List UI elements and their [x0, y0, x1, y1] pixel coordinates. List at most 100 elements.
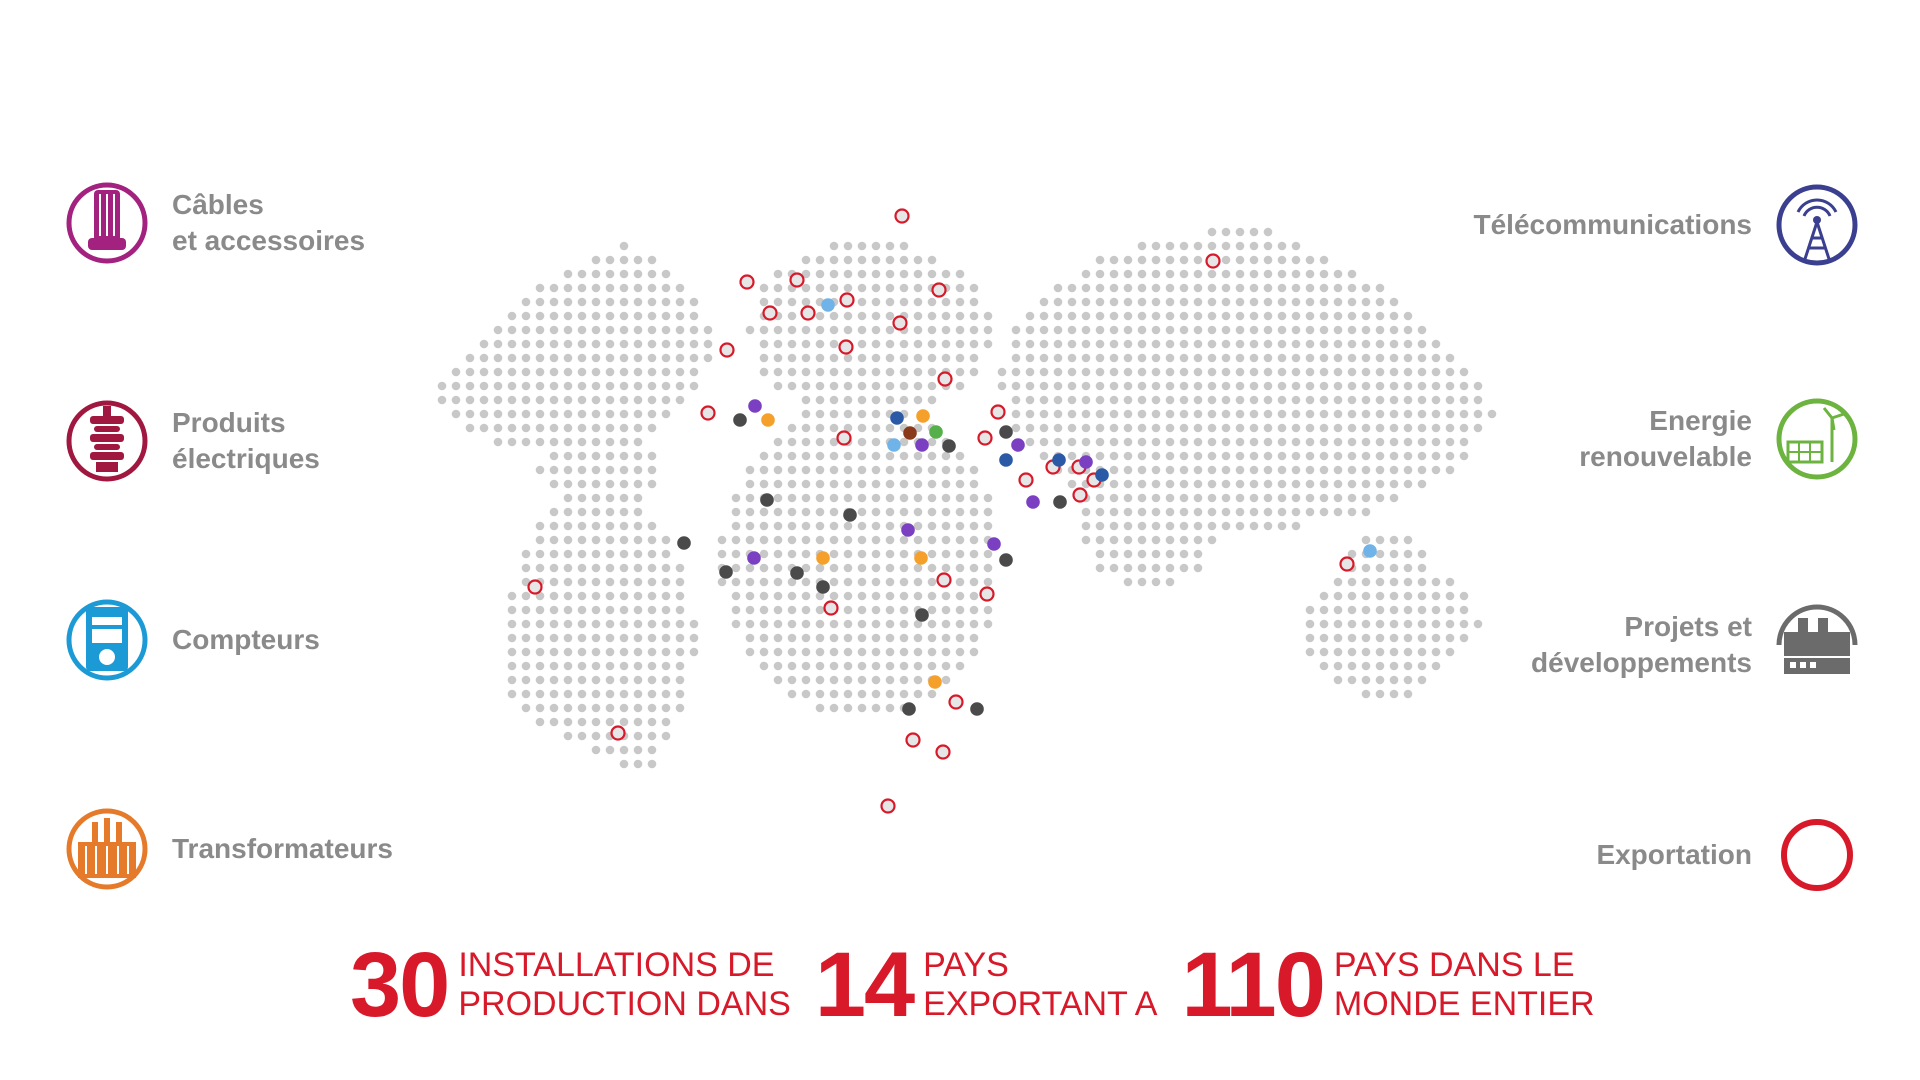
legend-meters: Compteurs: [64, 597, 320, 683]
land-dot: [563, 689, 573, 699]
land-dot: [1361, 563, 1371, 573]
land-dot: [535, 633, 545, 643]
land-dot: [549, 549, 559, 559]
land-dot: [1319, 297, 1329, 307]
land-dot: [731, 619, 741, 629]
land-dot: [1431, 619, 1441, 629]
land-dot: [955, 325, 965, 335]
land-dot: [885, 563, 895, 573]
land-dot: [927, 493, 937, 503]
land-dot: [843, 241, 853, 251]
land-dot: [507, 339, 517, 349]
land-dot: [899, 675, 909, 685]
land-dot: [1333, 479, 1343, 489]
land-dot: [563, 661, 573, 671]
stats-bar: 30 INSTALLATIONS DE PRODUCTION DANS 14 P…: [350, 930, 1650, 1040]
land-dot: [1095, 423, 1105, 433]
land-dot: [1165, 381, 1175, 391]
land-dot: [1109, 297, 1119, 307]
land-dot: [1207, 451, 1217, 461]
land-dot: [1109, 395, 1119, 405]
land-dot: [675, 381, 685, 391]
land-dot: [1333, 675, 1343, 685]
land-dot: [1207, 311, 1217, 321]
land-dot: [913, 255, 923, 265]
land-dot: [493, 423, 503, 433]
land-dot: [871, 689, 881, 699]
land-dot: [1137, 479, 1147, 489]
land-dot: [1235, 325, 1245, 335]
land-dot: [941, 633, 951, 643]
land-dot: [1193, 297, 1203, 307]
land-dot: [1151, 297, 1161, 307]
land-dot: [899, 591, 909, 601]
land-dot: [801, 493, 811, 503]
land-dot: [577, 577, 587, 587]
site-marker: [1079, 455, 1093, 469]
land-dot: [1109, 255, 1119, 265]
land-dot: [1137, 535, 1147, 545]
land-dot: [535, 437, 545, 447]
land-dot: [647, 605, 657, 615]
land-dot: [1277, 255, 1287, 265]
renewable-icon: [1776, 398, 1858, 480]
land-dot: [969, 633, 979, 643]
land-dot: [787, 633, 797, 643]
land-dot: [885, 535, 895, 545]
land-dot: [1361, 367, 1371, 377]
land-dot: [745, 563, 755, 573]
land-dot: [1375, 409, 1385, 419]
land-dot: [1165, 507, 1175, 517]
land-dot: [591, 605, 601, 615]
land-dot: [1417, 661, 1427, 671]
land-dot: [1333, 507, 1343, 517]
land-dot: [885, 675, 895, 685]
land-dot: [913, 325, 923, 335]
land-dot: [577, 381, 587, 391]
land-dot: [1249, 437, 1259, 447]
land-dot: [1207, 409, 1217, 419]
land-dot: [829, 409, 839, 419]
land-dot: [1039, 311, 1049, 321]
land-dot: [633, 437, 643, 447]
land-dot: [843, 465, 853, 475]
land-dot: [1389, 339, 1399, 349]
land-dot: [647, 353, 657, 363]
land-dot: [1151, 381, 1161, 391]
land-dot: [563, 479, 573, 489]
land-dot: [801, 395, 811, 405]
land-dot: [1235, 381, 1245, 391]
land-dot: [815, 479, 825, 489]
export-marker: [838, 339, 854, 355]
site-marker: [747, 551, 761, 565]
land-dot: [731, 591, 741, 601]
land-dot: [577, 437, 587, 447]
land-dot: [675, 325, 685, 335]
land-dot: [1333, 409, 1343, 419]
land-dot: [1249, 521, 1259, 531]
land-dot: [1445, 605, 1455, 615]
land-dot: [577, 409, 587, 419]
land-dot: [1179, 381, 1189, 391]
land-dot: [1487, 409, 1497, 419]
legend-label-meters: Compteurs: [172, 624, 320, 655]
land-dot: [843, 325, 853, 335]
land-dot: [591, 255, 601, 265]
land-dot: [1263, 409, 1273, 419]
export-marker: [948, 694, 964, 710]
land-dot: [563, 675, 573, 685]
land-dot: [969, 283, 979, 293]
land-dot: [759, 647, 769, 657]
land-dot: [1319, 437, 1329, 447]
land-dot: [451, 395, 461, 405]
land-dot: [899, 661, 909, 671]
land-dot: [1375, 479, 1385, 489]
export-marker: [839, 292, 855, 308]
land-dot: [1417, 409, 1427, 419]
land-dot: [1459, 437, 1469, 447]
land-dot: [591, 297, 601, 307]
land-dot: [955, 535, 965, 545]
land-dot: [507, 619, 517, 629]
land-dot: [829, 339, 839, 349]
land-dot: [507, 605, 517, 615]
